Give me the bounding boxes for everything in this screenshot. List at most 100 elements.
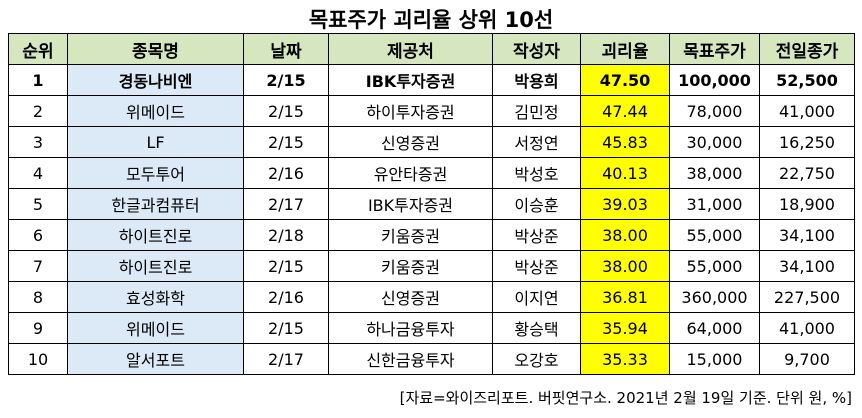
rank-cell: 3 (8, 126, 68, 158)
date-cell: 2/15 (243, 64, 329, 96)
rate-cell: 47.44 (580, 95, 670, 127)
rank-cell: 4 (8, 157, 68, 189)
prev-close-cell: 227,500 (759, 281, 855, 313)
rank-cell: 2 (8, 95, 68, 127)
table-row: 10 알서포트 2/17 신한금융투자 오강호 35.33 15,000 9,7… (8, 343, 855, 375)
table-row: 2 위메이드 2/15 하이투자증권 김민정 47.44 78,000 41,0… (8, 95, 855, 127)
table-row: 7 하이트진로 2/15 키움증권 박상준 38.00 55,000 34,10… (8, 250, 855, 282)
date-cell: 2/17 (243, 343, 329, 375)
stock-cell: LF (67, 126, 244, 158)
ranking-table: 순위 종목명 날짜 제공처 작성자 괴리율 목표주가 전일종가 1 경동나비엔 … (8, 33, 855, 375)
rank-cell: 5 (8, 188, 68, 220)
target-price-cell: 15,000 (669, 343, 760, 375)
provider-cell: 하나금융투자 (328, 312, 493, 344)
date-cell: 2/16 (243, 157, 329, 189)
author-cell: 박용희 (492, 64, 581, 96)
rate-cell: 45.83 (580, 126, 670, 158)
provider-cell: 키움증권 (328, 219, 493, 251)
target-price-cell: 30,000 (669, 126, 760, 158)
stock-cell: 모두투어 (67, 157, 244, 189)
date-cell: 2/15 (243, 95, 329, 127)
column-header-prev-close: 전일종가 (759, 33, 855, 65)
rank-cell: 6 (8, 219, 68, 251)
rate-cell: 38.00 (580, 250, 670, 282)
column-header-stock: 종목명 (67, 33, 244, 65)
source-note: [자료=와이즈리포트. 버핏연구소. 2021년 2월 19일 기준. 단위 원… (399, 389, 852, 407)
provider-cell: 신한금융투자 (328, 343, 493, 375)
stock-cell: 한글과컴퓨터 (67, 188, 244, 220)
stock-cell: 위메이드 (67, 95, 244, 127)
provider-cell: IBK투자증권 (328, 64, 493, 96)
provider-cell: 신영증권 (328, 281, 493, 313)
date-cell: 2/18 (243, 219, 329, 251)
rank-cell: 8 (8, 281, 68, 313)
target-price-cell: 55,000 (669, 219, 760, 251)
rate-cell: 38.00 (580, 219, 670, 251)
author-cell: 박상준 (492, 219, 581, 251)
date-cell: 2/15 (243, 312, 329, 344)
prev-close-cell: 16,250 (759, 126, 855, 158)
column-header-author: 작성자 (492, 33, 581, 65)
stock-cell: 경동나비엔 (67, 64, 244, 96)
rank-cell: 10 (8, 343, 68, 375)
provider-cell: 유안타증권 (328, 157, 493, 189)
prev-close-cell: 18,900 (759, 188, 855, 220)
column-header-date: 날짜 (243, 33, 329, 65)
table-row: 3 LF 2/15 신영증권 서정연 45.83 30,000 16,250 (8, 126, 855, 158)
rate-cell: 35.33 (580, 343, 670, 375)
author-cell: 박성호 (492, 157, 581, 189)
author-cell: 김민정 (492, 95, 581, 127)
column-header-rank: 순위 (8, 33, 68, 65)
table-row: 4 모두투어 2/16 유안타증권 박성호 40.13 38,000 22,75… (8, 157, 855, 189)
stock-cell: 위메이드 (67, 312, 244, 344)
stock-cell: 하이트진로 (67, 219, 244, 251)
rate-cell: 35.94 (580, 312, 670, 344)
author-cell: 이지연 (492, 281, 581, 313)
stock-cell: 효성화학 (67, 281, 244, 313)
provider-cell: IBK투자증권 (328, 188, 493, 220)
author-cell: 황승택 (492, 312, 581, 344)
prev-close-cell: 52,500 (759, 64, 855, 96)
provider-cell: 하이투자증권 (328, 95, 493, 127)
target-price-cell: 64,000 (669, 312, 760, 344)
date-cell: 2/15 (243, 126, 329, 158)
rank-cell: 1 (8, 64, 68, 96)
author-cell: 오강호 (492, 343, 581, 375)
stock-cell: 하이트진로 (67, 250, 244, 282)
prev-close-cell: 22,750 (759, 157, 855, 189)
stock-cell: 알서포트 (67, 343, 244, 375)
table-row: 9 위메이드 2/15 하나금융투자 황승택 35.94 64,000 41,0… (8, 312, 855, 344)
column-header-rate: 괴리율 (580, 33, 670, 65)
table-row: 6 하이트진로 2/18 키움증권 박상준 38.00 55,000 34,10… (8, 219, 855, 251)
rank-cell: 7 (8, 250, 68, 282)
prev-close-cell: 9,700 (759, 343, 855, 375)
prev-close-cell: 41,000 (759, 95, 855, 127)
column-header-target-price: 목표주가 (669, 33, 760, 65)
target-price-cell: 31,000 (669, 188, 760, 220)
table-row: 5 한글과컴퓨터 2/17 IBK투자증권 이승훈 39.03 31,000 1… (8, 188, 855, 220)
rate-cell: 40.13 (580, 157, 670, 189)
rank-cell: 9 (8, 312, 68, 344)
target-price-cell: 78,000 (669, 95, 760, 127)
target-price-cell: 38,000 (669, 157, 760, 189)
date-cell: 2/16 (243, 281, 329, 313)
table-header-row: 순위 종목명 날짜 제공처 작성자 괴리율 목표주가 전일종가 (8, 33, 855, 65)
date-cell: 2/15 (243, 250, 329, 282)
author-cell: 이승훈 (492, 188, 581, 220)
provider-cell: 키움증권 (328, 250, 493, 282)
prev-close-cell: 41,000 (759, 312, 855, 344)
table-row: 1 경동나비엔 2/15 IBK투자증권 박용희 47.50 100,000 5… (8, 64, 855, 96)
author-cell: 서정연 (492, 126, 581, 158)
target-price-cell: 360,000 (669, 281, 760, 313)
prev-close-cell: 34,100 (759, 219, 855, 251)
provider-cell: 신영증권 (328, 126, 493, 158)
target-price-cell: 100,000 (669, 64, 760, 96)
page-title: 목표주가 괴리율 상위 10선 (308, 8, 554, 32)
rate-cell: 47.50 (580, 64, 670, 96)
rate-cell: 39.03 (580, 188, 670, 220)
date-cell: 2/17 (243, 188, 329, 220)
author-cell: 박상준 (492, 250, 581, 282)
column-header-provider: 제공처 (328, 33, 493, 65)
rate-cell: 36.81 (580, 281, 670, 313)
table-row: 8 효성화학 2/16 신영증권 이지연 36.81 360,000 227,5… (8, 281, 855, 313)
